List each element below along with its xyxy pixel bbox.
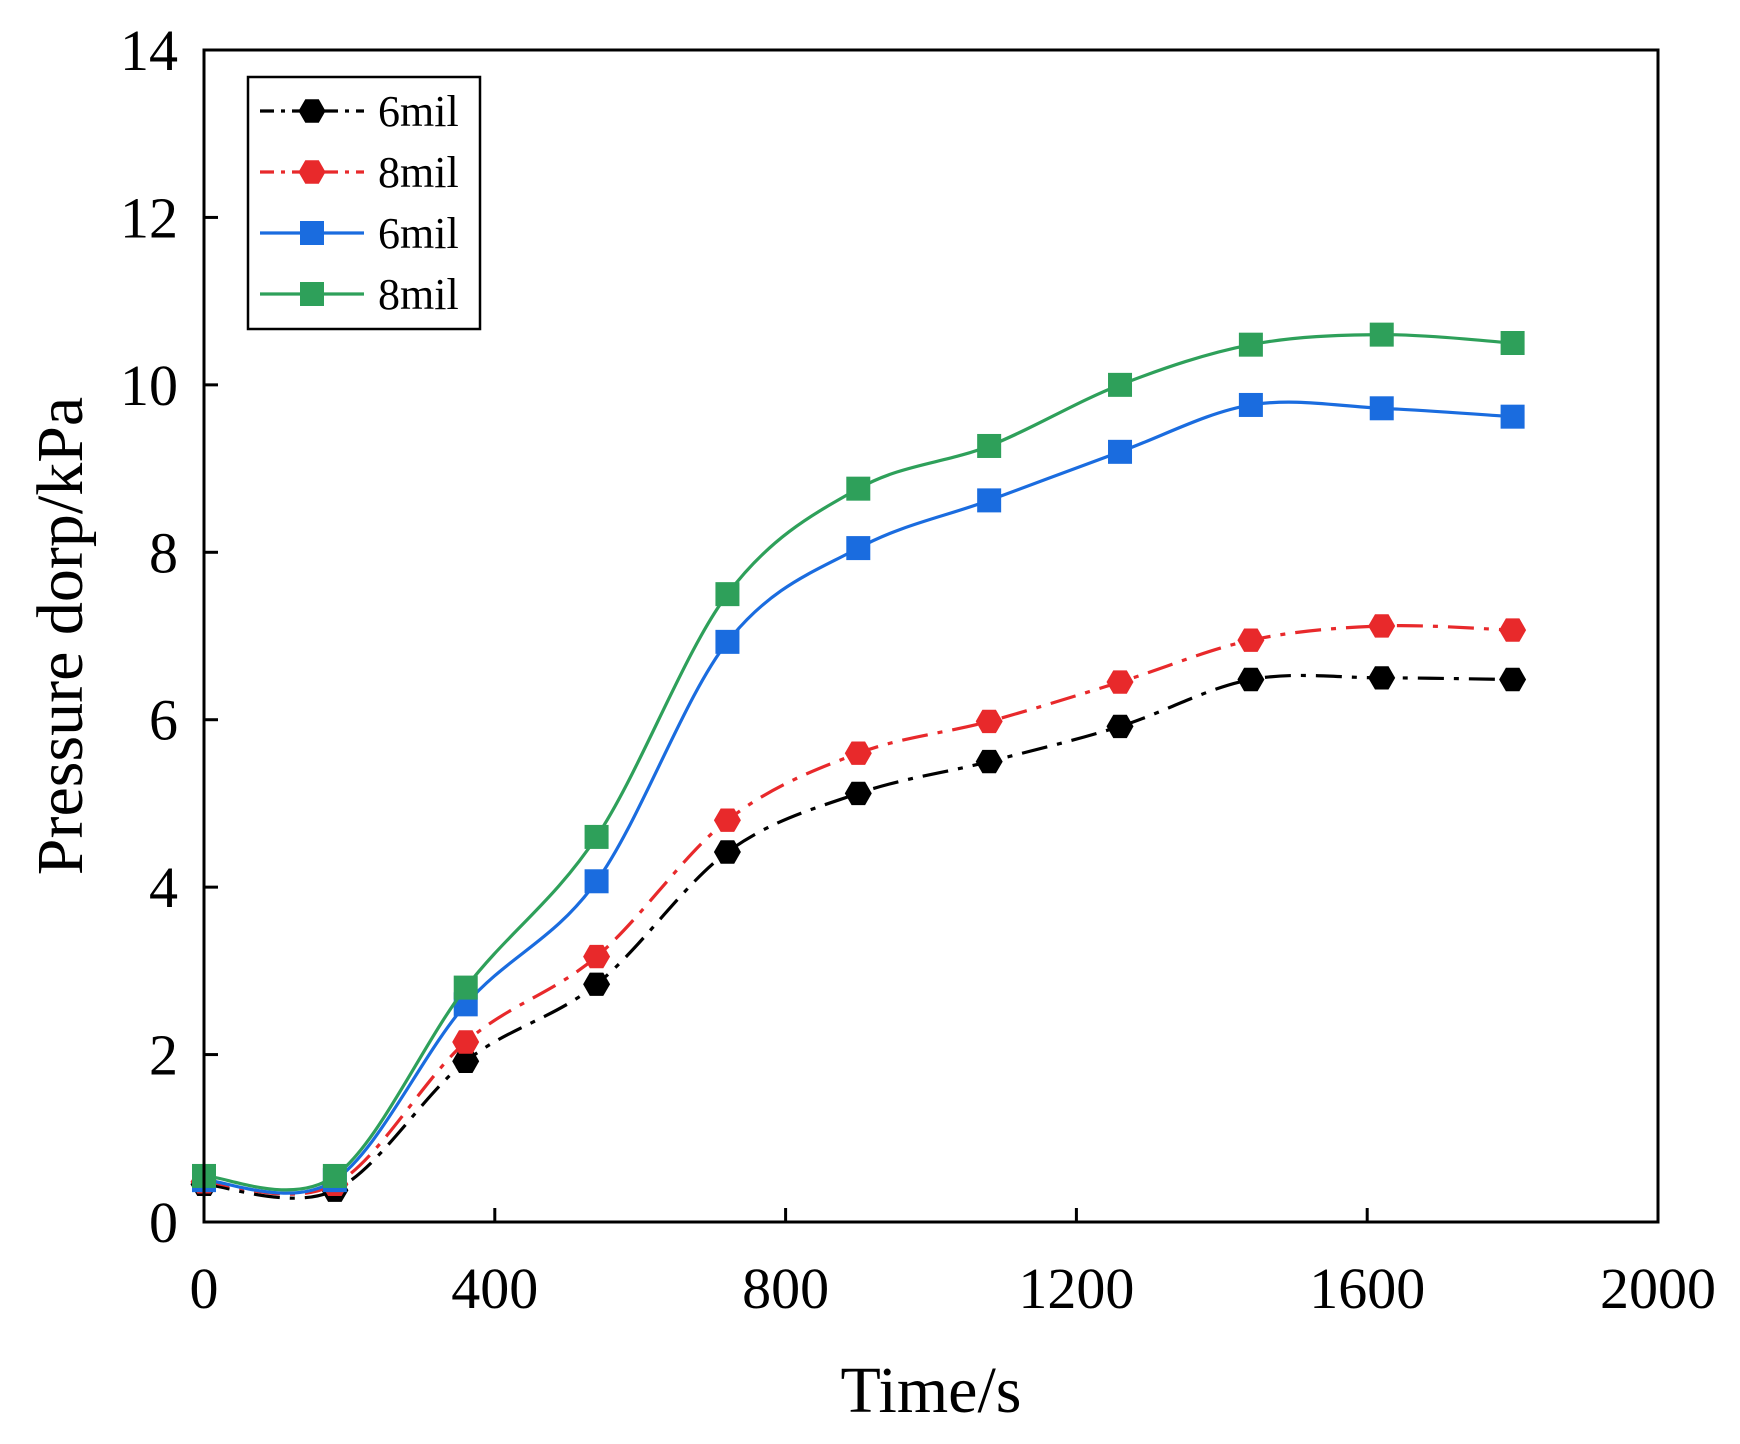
- series-line: [203, 624, 1513, 1196]
- data-point: [452, 1030, 480, 1054]
- data-point: [1237, 667, 1265, 692]
- data-point: [453, 975, 478, 1000]
- data-point: [1106, 670, 1134, 694]
- data-point: [583, 972, 611, 996]
- plot-frame: [202, 48, 1660, 1224]
- data-point: [977, 488, 1002, 513]
- data-point: [713, 840, 741, 864]
- data-point: [583, 944, 611, 969]
- y-tick-label: 2: [149, 1023, 178, 1088]
- data-point: [715, 582, 740, 607]
- data-point: [1500, 404, 1525, 429]
- series-line: [203, 673, 1513, 1200]
- legend-marker: [300, 221, 324, 245]
- data-point: [1108, 372, 1133, 397]
- legend-label: 8mil: [378, 148, 459, 197]
- legend-label: 6mil: [378, 87, 459, 136]
- data-point: [452, 1049, 480, 1073]
- series-3: [192, 322, 1525, 1192]
- data-point: [584, 869, 609, 894]
- data-point: [1499, 618, 1527, 642]
- data-point: [1238, 392, 1263, 417]
- data-point: [975, 709, 1003, 734]
- data-point: [1499, 667, 1527, 692]
- data-point: [322, 1163, 347, 1188]
- legend-marker: [298, 99, 326, 123]
- legend: 6mil 8mil 6mil 8mil: [246, 75, 482, 331]
- data-point: [1369, 396, 1394, 421]
- data-point: [1238, 332, 1263, 357]
- data-point: [1237, 628, 1265, 652]
- ticks-layer: 0 400 800 1200 1600 2000 0 2 4 6 8 10 12 14: [120, 18, 1716, 1321]
- y-tick-label: 6: [149, 688, 178, 753]
- legend-marker: [298, 160, 326, 184]
- x-tick-label: 1200: [1018, 1256, 1134, 1321]
- legend-box: [246, 75, 482, 331]
- x-axis-title: Time/s: [841, 1354, 1022, 1427]
- y-tick-label: 0: [149, 1190, 178, 1255]
- data-point: [846, 536, 871, 561]
- data-point: [846, 476, 871, 501]
- legend-marker: [300, 282, 324, 306]
- data-point: [1369, 322, 1394, 347]
- y-tick-label: 12: [120, 185, 178, 250]
- x-tick-label: 0: [190, 1256, 219, 1321]
- data-point: [977, 433, 1002, 458]
- y-axis-title: Pressure dorp/kPa: [24, 397, 97, 875]
- series-line: [203, 400, 1513, 1195]
- x-tick-label: 2000: [1600, 1256, 1716, 1321]
- data-point: [1500, 331, 1525, 355]
- legend-label: 6mil: [378, 209, 459, 258]
- legend-label: 8mil: [378, 270, 459, 319]
- data-point: [584, 824, 609, 849]
- y-tick-label: 8: [149, 520, 178, 585]
- x-tick-label: 800: [742, 1256, 829, 1321]
- data-point: [715, 629, 740, 654]
- data-point: [975, 749, 1003, 774]
- y-tick-label: 4: [149, 855, 178, 920]
- x-tick-label: 400: [451, 1256, 538, 1321]
- y-tick-label: 10: [120, 353, 178, 418]
- data-point: [713, 808, 741, 832]
- data-point: [844, 741, 872, 765]
- series-layer: [190, 322, 1527, 1202]
- data-point: [1368, 666, 1396, 690]
- data-point: [1368, 614, 1396, 638]
- data-point: [844, 781, 872, 806]
- series-0: [190, 666, 1527, 1202]
- y-tick-label: 14: [120, 18, 178, 83]
- data-point: [1106, 714, 1134, 739]
- data-point: [1108, 439, 1133, 464]
- x-tick-label: 1600: [1309, 1256, 1425, 1321]
